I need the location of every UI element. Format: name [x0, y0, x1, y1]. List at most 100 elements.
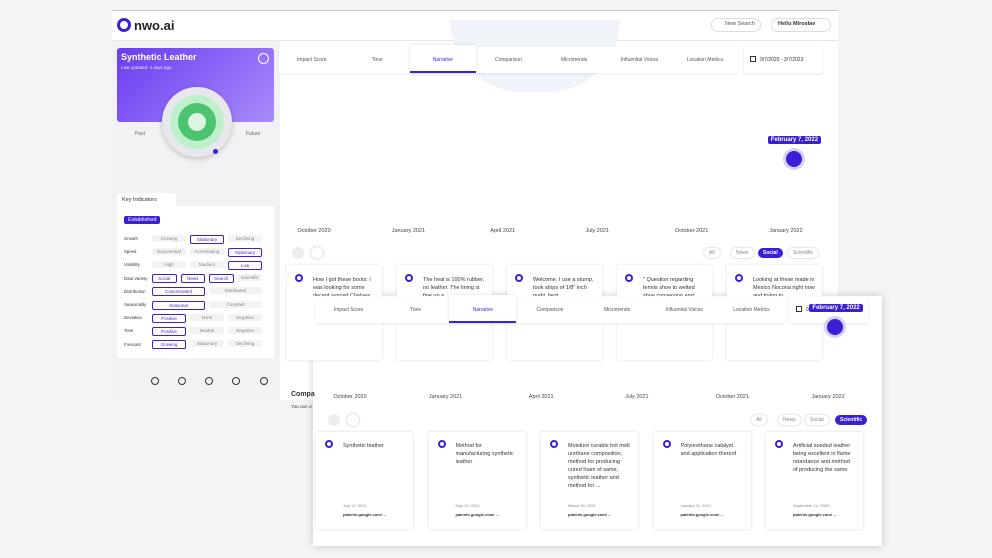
- tabs-bar: [279, 47, 738, 73]
- tabs-bar: [315, 297, 785, 323]
- filter-chip[interactable]: News: [778, 415, 801, 425]
- patent-card[interactable]: [653, 432, 751, 529]
- patent-icon: [325, 440, 333, 448]
- post-icon: [405, 274, 413, 282]
- patent-title: Method for manufacturing synthetic leath…: [455, 443, 514, 465]
- indicator-option: News: [180, 274, 205, 284]
- indicator-option: Seasonal: [152, 300, 205, 310]
- date-box[interactable]: [744, 47, 822, 73]
- patent-icon: [662, 440, 671, 448]
- indicator-option: Positive: [152, 313, 186, 323]
- tab-label[interactable]: Narrative: [472, 307, 493, 313]
- x-tick-label: January 2021: [428, 394, 463, 400]
- user-button[interactable]: [771, 18, 831, 32]
- filter-chip[interactable]: News: [731, 248, 754, 258]
- filter-chip[interactable]: All: [704, 248, 720, 258]
- indicator-label: Seasonality: [124, 302, 147, 307]
- indicator-label: Volatility: [124, 262, 140, 268]
- globe-icon: [258, 53, 269, 64]
- tab-label[interactable]: Tone: [371, 57, 383, 63]
- patent-title: Moisture curable hot melt urethane compo…: [568, 443, 630, 489]
- tab-label[interactable]: Microtrends: [604, 307, 631, 313]
- tab-label[interactable]: Comparison: [495, 57, 522, 63]
- tab-label[interactable]: Microtrends: [561, 57, 588, 63]
- x-tick-label: October 2021: [715, 394, 750, 400]
- indicator-option: Growing: [152, 340, 186, 350]
- action-icon[interactable]: [205, 377, 213, 385]
- indicator-option: Stationary: [190, 234, 224, 244]
- indicator-option: Neutral: [190, 326, 224, 334]
- indicator-option: Growing: [152, 234, 186, 242]
- date-range[interactable]: 9/7/2020 - 3/7/2023: [760, 57, 804, 63]
- search-button[interactable]: [711, 18, 761, 32]
- marker-date: February 7, 2022: [767, 136, 822, 145]
- play-button[interactable]: [827, 319, 844, 336]
- patent-card[interactable]: [428, 432, 526, 529]
- prev-arrow[interactable]: [328, 414, 340, 426]
- x-tick-label: April 2021: [490, 228, 516, 234]
- indicator-option: Constant: [209, 300, 262, 308]
- tab-label[interactable]: Influential Voices: [665, 307, 704, 313]
- indicator-option: Accelerating: [190, 247, 224, 255]
- x-tick-label: July 2021: [585, 228, 609, 234]
- indicator-label: Tone: [124, 328, 134, 334]
- indicator-option: High: [152, 260, 186, 268]
- tab-label[interactable]: Impact Score: [333, 307, 364, 313]
- action-icon[interactable]: [232, 377, 240, 385]
- indicator-option: Scientific: [237, 274, 262, 282]
- filter-chip[interactable]: All: [751, 415, 767, 425]
- user-text[interactable]: Hello Miroslav: [778, 21, 816, 27]
- post-text: The heal is 100% rubber, no leather. The…: [423, 277, 485, 296]
- tab-label[interactable]: Comparison: [536, 307, 564, 313]
- filter-chip[interactable]: Scientific: [788, 248, 819, 258]
- search-text[interactable]: New Search: [725, 21, 755, 27]
- play-button[interactable]: [785, 151, 802, 168]
- tab-label[interactable]: Location Metrics: [687, 57, 724, 63]
- patent-source: patents.google.com/ ...: [455, 512, 499, 517]
- post-icon: [295, 274, 303, 282]
- indicator-option: Medium: [190, 260, 224, 268]
- indicator-option: Negative: [228, 313, 262, 321]
- patent-source: patents.google.com/ ...: [680, 512, 724, 517]
- tab-label[interactable]: Narrative: [432, 57, 454, 63]
- post-text: How I got these boots: I was looking for…: [313, 277, 371, 296]
- patent-date: January 11, 2021: [680, 503, 712, 508]
- filter-chip[interactable]: Scientific: [835, 415, 868, 425]
- tab-label[interactable]: Influential Voices: [620, 57, 659, 63]
- action-icon[interactable]: [151, 377, 159, 385]
- patent-card[interactable]: [316, 432, 413, 529]
- prev-arrow[interactable]: [292, 247, 304, 259]
- x-tick-label: January 2022: [811, 394, 845, 400]
- indicator-option: Positive: [152, 326, 186, 336]
- indicator-option: Stationary: [190, 340, 224, 348]
- patent-source: patents.google.com/ ...: [343, 512, 387, 517]
- future-label: Future: [246, 131, 261, 137]
- x-tick-label: October 2020: [333, 394, 367, 400]
- tab-label[interactable]: Impact Score: [297, 57, 327, 63]
- topic-title: Synthetic Leather: [121, 52, 197, 62]
- action-icon[interactable]: [178, 377, 186, 385]
- x-tick-label: October 2021: [674, 228, 709, 234]
- indicator-option: Social: [152, 274, 177, 284]
- filter-chip[interactable]: Social: [758, 248, 783, 258]
- next-arrow[interactable]: [347, 414, 359, 426]
- next-arrow[interactable]: [311, 247, 323, 259]
- indicator-label: Distribution: [124, 288, 146, 294]
- post-text: Welcome. I use a stump, took strips of 1…: [533, 277, 594, 296]
- patent-card[interactable]: [541, 432, 638, 529]
- x-tick-label: January 2021: [391, 228, 426, 234]
- indicator-option: Distributed: [209, 287, 262, 295]
- patent-icon: [437, 440, 446, 448]
- patent-card[interactable]: [766, 432, 863, 529]
- indicator-label: Deviation: [124, 315, 142, 321]
- tab-label[interactable]: Tone: [410, 307, 422, 313]
- patent-icon: [775, 440, 783, 448]
- filter-chip[interactable]: Social: [805, 415, 829, 425]
- action-icon[interactable]: [260, 377, 268, 385]
- patent-icon: [550, 440, 558, 448]
- indicator-option: Search: [209, 274, 234, 284]
- tab-label[interactable]: Location Metrics: [733, 307, 770, 313]
- indicator-option: Low: [228, 260, 262, 270]
- indicator-option: Declining: [228, 234, 262, 242]
